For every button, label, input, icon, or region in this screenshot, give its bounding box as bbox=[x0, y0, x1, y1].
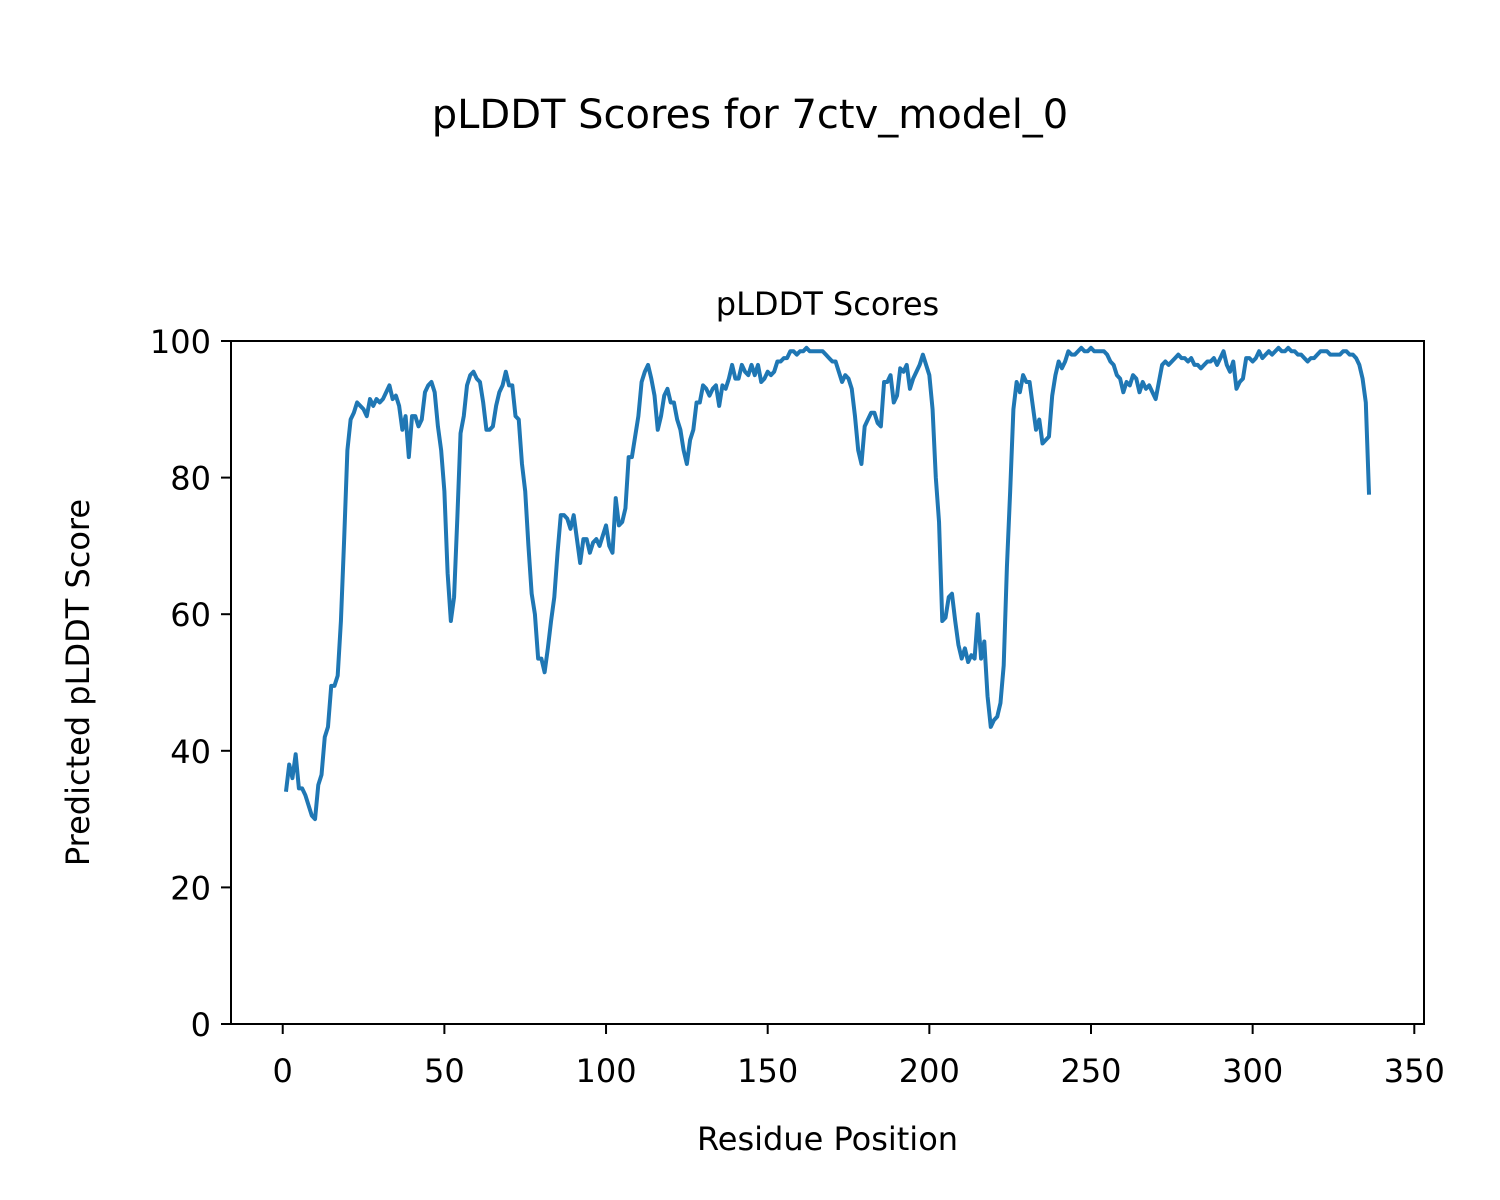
x-tick-label: 300 bbox=[1222, 1052, 1283, 1090]
x-tick-label: 150 bbox=[737, 1052, 798, 1090]
y-tick-label: 40 bbox=[170, 733, 211, 771]
x-tick-label: 100 bbox=[575, 1052, 636, 1090]
chart-marks bbox=[283, 345, 1372, 822]
y-axis-ticks: 0 20 40 60 80 100 bbox=[150, 323, 231, 1044]
y-tick-label: 20 bbox=[170, 869, 211, 907]
x-tick-label: 250 bbox=[1060, 1052, 1121, 1090]
series-line bbox=[283, 345, 1372, 822]
y-axis-label: Predicted pLDDT Score bbox=[59, 499, 97, 866]
x-tick-label: 0 bbox=[273, 1052, 293, 1090]
y-tick-label: 0 bbox=[191, 1006, 211, 1044]
x-tick-label: 50 bbox=[424, 1052, 465, 1090]
axes-title: pLDDT Scores bbox=[716, 285, 939, 323]
x-tick-label: 350 bbox=[1384, 1052, 1445, 1090]
figure-title: pLDDT Scores for 7ctv_model_0 bbox=[431, 92, 1069, 138]
x-axis-ticks: 0 50 100 150 200 250 300 350 bbox=[273, 1024, 1445, 1090]
y-tick-label: 100 bbox=[150, 323, 211, 361]
y-tick-label: 60 bbox=[170, 596, 211, 634]
axes-frame bbox=[230, 340, 1425, 1025]
y-tick-label: 80 bbox=[170, 460, 211, 498]
x-axis-label: Residue Position bbox=[697, 1120, 958, 1158]
x-tick-label: 200 bbox=[899, 1052, 960, 1090]
